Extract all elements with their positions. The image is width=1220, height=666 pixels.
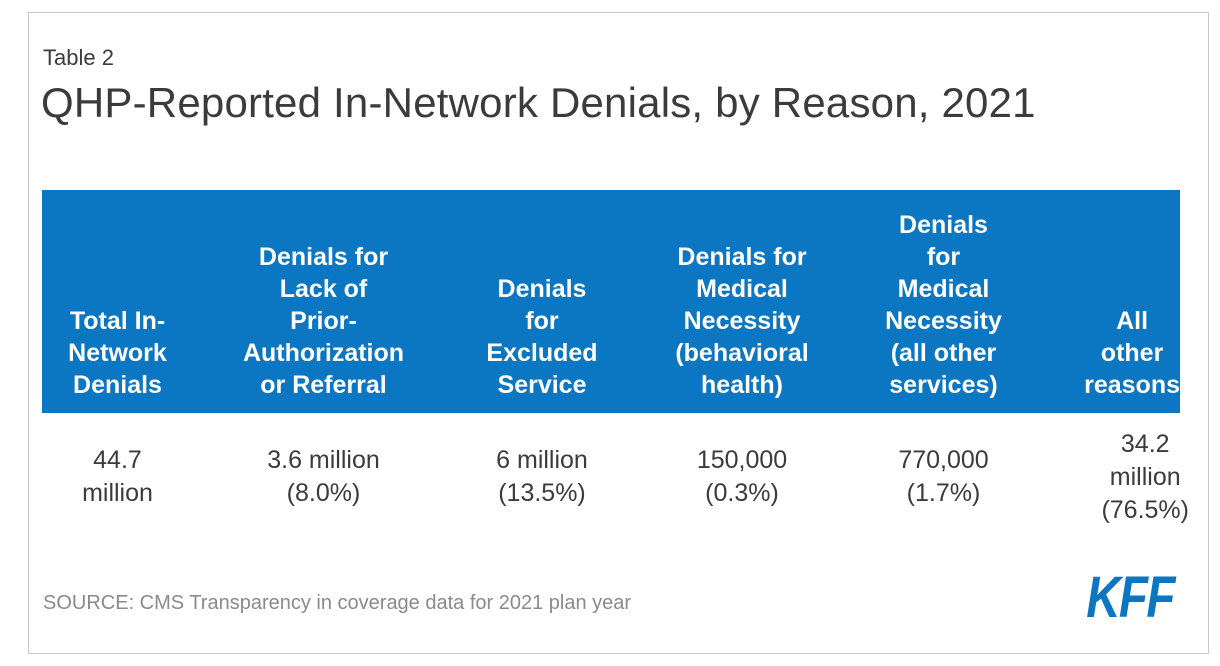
cell-all-other-reasons: 34.2 million (76.5%) [1101,429,1189,524]
table-header-row: Total In- Network Denials Denials for La… [42,190,1180,413]
cell-total-in-network-denials: 44.7 million [82,446,153,507]
cell-medical-necessity-behavioral: 150,000 (0.3%) [696,446,788,507]
cell-medical-necessity-other: 770,000 (1.7%) [898,446,989,507]
table-card: Table 2 QHP-Reported In-Network Denials,… [28,12,1209,654]
table-number-label: Table 2 [43,45,114,70]
column-header-all-other-reasons: All other reasons [1084,307,1180,399]
cell-prior-authorization: 3.6 million (8.0%) [267,446,380,507]
column-header-medical-necessity-behavioral: Denials for Medical Necessity (behaviora… [675,243,809,399]
denials-table: Total In- Network Denials Denials for La… [42,190,1189,541]
source-note: SOURCE: CMS Transparency in coverage dat… [43,592,632,614]
column-header-medical-necessity-other: Denials for Medical Necessity (all other… [885,211,1002,399]
table-title: QHP-Reported In-Network Denials, by Reas… [41,79,1036,126]
table-data-row: 44.7 million 3.6 million (8.0%) 6 millio… [42,413,1189,541]
cell-excluded-service: 6 million (13.5%) [496,446,588,507]
column-header-prior-authorization: Denials for Lack of Prior- Authorization… [242,243,405,399]
column-header-total-in-network-denials: Total In- Network Denials [68,307,167,399]
kff-logo: KFF [1086,565,1175,630]
column-header-excluded-service: Denials for Excluded Service [486,275,598,399]
